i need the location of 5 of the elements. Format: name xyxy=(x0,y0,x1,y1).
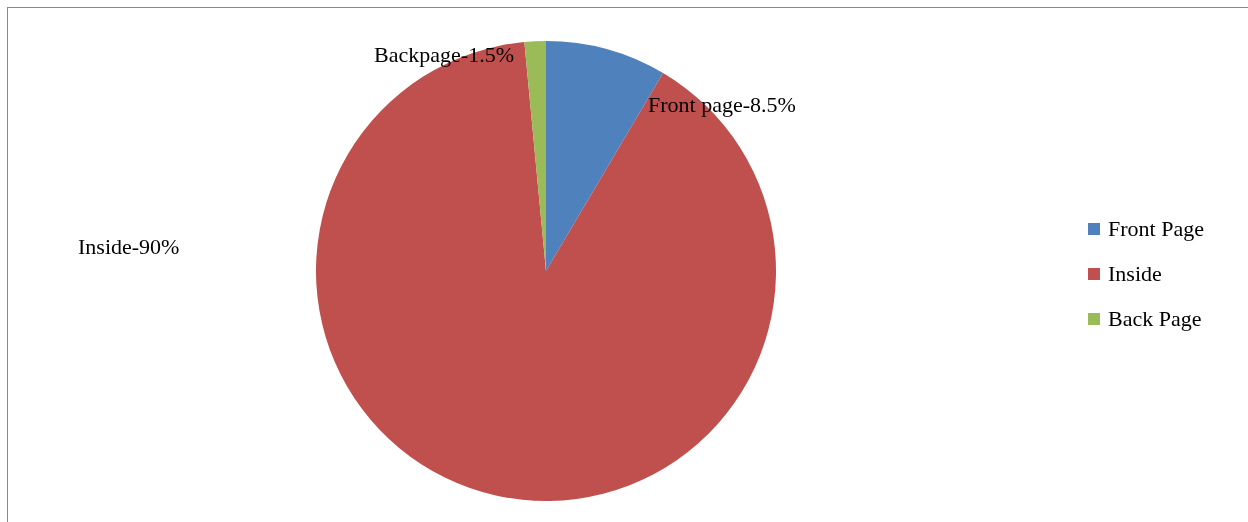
data-label: Front page-8.5% xyxy=(648,92,796,117)
legend-label: Back Page xyxy=(1108,305,1202,332)
legend-label: Inside xyxy=(1108,260,1162,287)
data-label: Inside-90% xyxy=(78,234,180,259)
legend-label: Front Page xyxy=(1108,215,1204,242)
